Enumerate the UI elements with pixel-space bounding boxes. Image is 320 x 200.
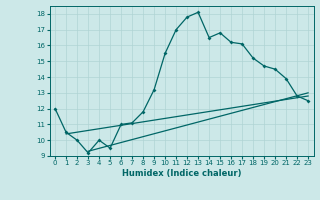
X-axis label: Humidex (Indice chaleur): Humidex (Indice chaleur): [122, 169, 241, 178]
